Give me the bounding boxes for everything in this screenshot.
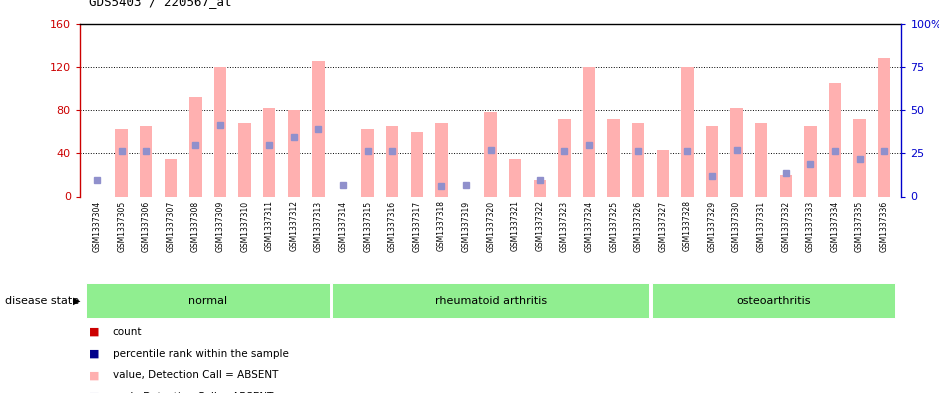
Text: GSM1337327: GSM1337327: [658, 200, 668, 252]
Text: GSM1337315: GSM1337315: [363, 200, 372, 252]
Bar: [682, 67, 694, 196]
Bar: [829, 83, 841, 196]
Text: GSM1337316: GSM1337316: [388, 200, 397, 252]
Bar: [805, 126, 817, 196]
Text: GSM1337323: GSM1337323: [560, 200, 569, 252]
Text: GSM1337307: GSM1337307: [166, 200, 176, 252]
Text: GSM1337306: GSM1337306: [142, 200, 151, 252]
Text: GSM1337311: GSM1337311: [265, 200, 274, 252]
Bar: [608, 119, 620, 196]
Bar: [239, 123, 251, 196]
Text: GSM1337335: GSM1337335: [855, 200, 864, 252]
Text: GSM1337314: GSM1337314: [339, 200, 347, 252]
Text: GSM1337322: GSM1337322: [535, 200, 545, 252]
Bar: [190, 97, 202, 196]
Bar: [164, 159, 177, 196]
Bar: [86, 283, 330, 318]
Text: GSM1337313: GSM1337313: [314, 200, 323, 252]
Bar: [436, 123, 448, 196]
Text: rank, Detection Call = ABSENT: rank, Detection Call = ABSENT: [113, 392, 273, 393]
Bar: [652, 283, 895, 318]
Text: percentile rank within the sample: percentile rank within the sample: [113, 349, 288, 359]
Bar: [485, 112, 497, 196]
Bar: [115, 130, 128, 196]
Text: osteoarthritis: osteoarthritis: [736, 296, 810, 306]
Text: GSM1337326: GSM1337326: [634, 200, 642, 252]
Bar: [755, 123, 767, 196]
Text: GSM1337333: GSM1337333: [806, 200, 815, 252]
Bar: [410, 132, 423, 196]
Bar: [362, 130, 374, 196]
Bar: [386, 126, 398, 196]
Text: ■: ■: [89, 392, 100, 393]
Bar: [583, 67, 595, 196]
Text: disease state: disease state: [5, 296, 79, 306]
Bar: [731, 108, 743, 196]
Text: value, Detection Call = ABSENT: value, Detection Call = ABSENT: [113, 370, 278, 380]
Text: ■: ■: [89, 349, 100, 359]
Bar: [559, 119, 571, 196]
Text: GSM1337328: GSM1337328: [683, 200, 692, 252]
Text: normal: normal: [188, 296, 227, 306]
Bar: [214, 67, 226, 196]
Text: GSM1337317: GSM1337317: [412, 200, 422, 252]
Text: GSM1337336: GSM1337336: [880, 200, 888, 252]
Text: GSM1337309: GSM1337309: [216, 200, 224, 252]
Text: GSM1337331: GSM1337331: [757, 200, 765, 252]
Bar: [263, 108, 275, 196]
Text: GSM1337318: GSM1337318: [437, 200, 446, 252]
Text: ■: ■: [89, 327, 100, 337]
Bar: [854, 119, 866, 196]
Text: GSM1337330: GSM1337330: [732, 200, 741, 252]
Text: GSM1337310: GSM1337310: [240, 200, 249, 252]
Bar: [656, 150, 669, 196]
Text: GSM1337325: GSM1337325: [609, 200, 618, 252]
Text: GSM1337321: GSM1337321: [511, 200, 519, 252]
Text: count: count: [113, 327, 142, 337]
Bar: [509, 159, 521, 196]
Bar: [533, 180, 546, 196]
Bar: [287, 110, 300, 196]
Bar: [313, 61, 325, 196]
Text: GSM1337329: GSM1337329: [707, 200, 716, 252]
Text: GSM1337304: GSM1337304: [93, 200, 101, 252]
Text: ■: ■: [89, 370, 100, 380]
Text: GSM1337332: GSM1337332: [781, 200, 791, 252]
Text: GSM1337324: GSM1337324: [584, 200, 593, 252]
Bar: [332, 283, 649, 318]
Text: GSM1337319: GSM1337319: [462, 200, 470, 252]
Bar: [878, 58, 890, 196]
Text: GSM1337334: GSM1337334: [830, 200, 839, 252]
Bar: [706, 126, 718, 196]
Bar: [632, 123, 644, 196]
Text: GSM1337308: GSM1337308: [191, 200, 200, 252]
Text: rheumatoid arthritis: rheumatoid arthritis: [435, 296, 546, 306]
Bar: [140, 126, 152, 196]
Text: GDS5403 / 220567_at: GDS5403 / 220567_at: [89, 0, 232, 8]
Text: GSM1337305: GSM1337305: [117, 200, 126, 252]
Text: ▶: ▶: [73, 296, 81, 306]
Text: GSM1337320: GSM1337320: [486, 200, 495, 252]
Text: GSM1337312: GSM1337312: [289, 200, 299, 252]
Bar: [779, 175, 792, 196]
